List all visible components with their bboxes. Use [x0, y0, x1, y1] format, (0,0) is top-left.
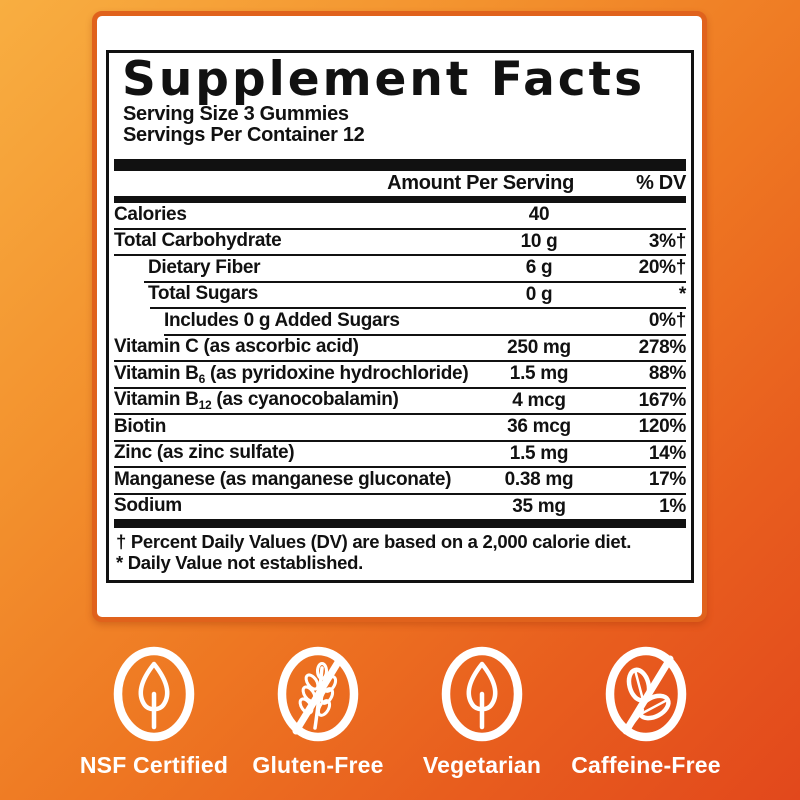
nutrient-name: Total Sugars — [148, 283, 259, 305]
amount-per-serving-header: Amount Per Serving — [387, 172, 574, 194]
dv-cell: 1% — [659, 495, 686, 517]
dv-cell: 17% — [648, 469, 686, 491]
amount-cell: 40 — [528, 204, 550, 226]
badge-label: NSF Certified — [79, 752, 229, 778]
amount-cell: 4 mcg — [512, 389, 566, 411]
table-row: Manganese (as manganese gluconate) 0.38 … — [114, 468, 686, 493]
dv-cell: 20%† — [638, 257, 687, 279]
row-divider — [114, 386, 686, 389]
table-row: Vitamin C (as ascorbic acid) 250 mg 278% — [114, 336, 686, 361]
nutrient-name: Total Carbohydrate — [114, 230, 282, 252]
table-row: Vitamin B12 (as cyanocobalamin) 4 mcg 16… — [114, 389, 686, 414]
badge-label: Gluten-Free — [252, 752, 384, 778]
table-row: Dietary Fiber 6 g 20%† — [114, 256, 686, 281]
badge-nsf-certified: NSF Certified — [72, 644, 236, 779]
row-divider — [114, 466, 686, 468]
nutrient-name: Dietary Fiber — [148, 256, 261, 278]
dv-cell: 120% — [638, 416, 687, 438]
leaf-circle-icon — [437, 644, 527, 744]
coffee-beans-slash-circle-icon — [601, 644, 691, 744]
leaf-circle-icon — [109, 644, 199, 744]
wheat-slash-circle-icon — [273, 644, 363, 744]
badge-label: Caffeine-Free — [571, 752, 721, 778]
amount-cell: 0 g — [525, 283, 553, 305]
table-row: Total Carbohydrate 10 g 3%† — [114, 230, 686, 255]
supplement-facts-box: Supplement Facts Serving Size 3 Gummies … — [106, 50, 694, 583]
footnote-not-established: * Daily Value not established. — [116, 552, 364, 573]
badge-vegetarian: Vegetarian — [400, 644, 564, 779]
row-divider — [114, 439, 686, 442]
table-row: Sodium 35 mg 1% — [114, 495, 686, 520]
footnote-daily-values: † Percent Daily Values (DV) are based on… — [116, 531, 632, 552]
dv-cell: 0%† — [648, 310, 686, 332]
thick-divider-top — [114, 159, 686, 171]
table-row: Biotin 36 mcg 120% — [114, 415, 686, 440]
supplement-facts-title: Supplement Facts — [122, 52, 646, 107]
dv-cell: 278% — [638, 336, 687, 358]
badge-label: Vegetarian — [422, 752, 542, 778]
row-divider — [164, 333, 686, 336]
nutrient-name: Vitamin C (as ascorbic acid) — [114, 336, 359, 358]
nutrient-name: Calories — [114, 203, 187, 225]
amount-cell: 36 mcg — [507, 416, 571, 438]
nutrient-name: Vitamin B6 (as pyridoxine hydrochloride) — [114, 362, 469, 386]
nutrient-name: Manganese (as manganese gluconate) — [114, 468, 452, 490]
amount-cell: 35 mg — [512, 495, 566, 517]
certification-badges: NSF Certified Gluten-Free — [0, 644, 800, 779]
percent-dv-header: % DV — [636, 172, 686, 194]
amount-cell: 10 g — [520, 230, 558, 252]
nutrient-name: Sodium — [114, 495, 182, 517]
row-divider — [114, 492, 686, 495]
table-header-row: Amount Per Serving % DV — [114, 171, 686, 196]
row-divider — [144, 280, 686, 283]
amount-cell: 6 g — [525, 257, 553, 279]
thick-divider-header — [114, 196, 686, 203]
table-row: Total Sugars 0 g * — [114, 283, 686, 308]
servings-per-container: Servings Per Container 12 — [123, 124, 365, 146]
supplement-facts-panel: Supplement Facts Serving Size 3 Gummies … — [92, 11, 707, 622]
dv-cell: 3%† — [648, 230, 686, 252]
nutrient-name: Vitamin B12 (as cyanocobalamin) — [114, 389, 399, 413]
nutrient-name: Zinc (as zinc sulfate) — [114, 442, 295, 464]
table-row: Includes 0 g Added Sugars 0%† — [114, 309, 686, 334]
row-divider — [114, 413, 686, 415]
amount-cell: 250 mg — [507, 336, 571, 358]
nutrient-name: Biotin — [114, 415, 167, 437]
badge-caffeine-free: Caffeine-Free — [564, 644, 728, 779]
table-row: Vitamin B6 (as pyridoxine hydrochloride)… — [114, 362, 686, 387]
footnotes: † Percent Daily Values (DV) are based on… — [116, 531, 686, 573]
nutrient-name: Includes 0 g Added Sugars — [164, 309, 400, 331]
serving-size: Serving Size 3 Gummies — [123, 103, 349, 125]
amount-cell: 1.5 mg — [509, 442, 569, 464]
dv-cell: 88% — [648, 363, 686, 385]
thick-divider-bottom — [114, 519, 686, 528]
dv-cell: 167% — [638, 389, 687, 411]
table-row: Calories 40 — [114, 203, 686, 228]
amount-cell: 0.38 mg — [504, 469, 574, 491]
row-divider — [150, 307, 686, 309]
row-divider — [114, 227, 686, 230]
badge-gluten-free: Gluten-Free — [236, 644, 400, 779]
table-row: Zinc (as zinc sulfate) 1.5 mg 14% — [114, 442, 686, 467]
dv-cell: 14% — [648, 442, 686, 464]
row-divider — [114, 360, 686, 362]
row-divider — [114, 254, 686, 256]
amount-cell: 1.5 mg — [509, 363, 569, 385]
dv-cell: * — [678, 283, 686, 305]
